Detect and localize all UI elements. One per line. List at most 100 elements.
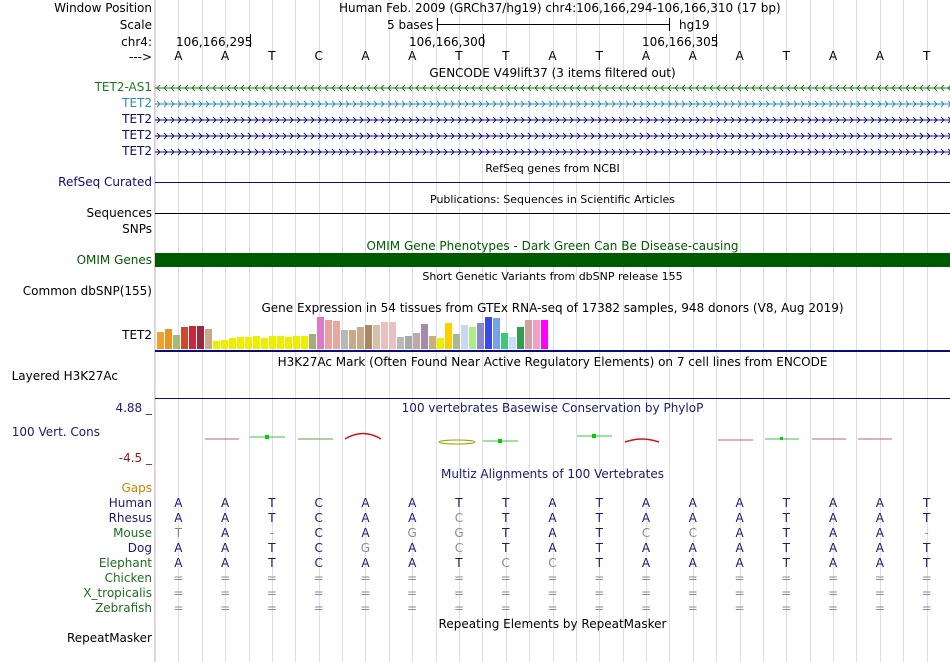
- gtex-tissue-bar[interactable]: [229, 338, 236, 349]
- scale-bar-text: 5 bases: [387, 18, 434, 32]
- gene-model-tet2[interactable]: [155, 132, 950, 140]
- alignment-base: =: [173, 601, 184, 615]
- base-guide-line: [295, 0, 297, 662]
- gtex-tissue-bar[interactable]: [261, 338, 268, 349]
- repeatmasker-label[interactable]: RepeatMasker: [66, 631, 152, 645]
- omim-gene-bar[interactable]: [155, 253, 950, 267]
- gtex-tissue-bar[interactable]: [181, 327, 188, 349]
- species-label[interactable]: X_tropicalis: [83, 586, 152, 600]
- gtex-tissue-bar[interactable]: [357, 327, 364, 349]
- gtex-tissue-bar[interactable]: [317, 317, 324, 349]
- alignment-base: A: [221, 511, 230, 525]
- alignment-base: =: [313, 586, 324, 600]
- gtex-tissue-bar[interactable]: [269, 336, 276, 349]
- gtex-tissue-bar[interactable]: [485, 317, 492, 349]
- gtex-expression-bars[interactable]: [155, 317, 950, 349]
- track-label-tet2[interactable]: TET2: [122, 144, 152, 158]
- gencode-track[interactable]: [155, 80, 950, 160]
- species-label[interactable]: Dog: [127, 541, 152, 555]
- alignment-base: =: [547, 601, 558, 615]
- gene-model-tet2[interactable]: [155, 148, 950, 156]
- common-dbsnp-label[interactable]: Common dbSNP(155): [22, 284, 152, 298]
- gtex-tissue-bar[interactable]: [165, 329, 172, 349]
- gtex-tissue-bar[interactable]: [493, 318, 500, 349]
- alignment-base: A: [688, 496, 697, 510]
- species-label[interactable]: Chicken: [104, 571, 152, 585]
- gtex-tissue-bar[interactable]: [245, 337, 252, 349]
- species-label[interactable]: Human: [108, 496, 152, 510]
- gtex-tissue-bar[interactable]: [341, 330, 348, 349]
- gtex-tissue-bar[interactable]: [525, 320, 532, 349]
- gtex-tissue-bar[interactable]: [501, 333, 508, 349]
- gtex-tissue-bar[interactable]: [173, 335, 180, 349]
- gtex-tissue-bar[interactable]: [397, 337, 404, 349]
- gtex-tissue-bar[interactable]: [349, 330, 356, 349]
- gtex-tissue-bar[interactable]: [213, 341, 220, 349]
- phylop-label[interactable]: 100 Vert. Cons: [11, 425, 100, 439]
- alignment-base: =: [687, 601, 698, 615]
- alignment-base: C: [641, 526, 651, 540]
- alignment-base: C: [314, 526, 323, 540]
- gtex-tissue-bar[interactable]: [517, 327, 524, 349]
- alignment-base: A: [361, 526, 370, 540]
- gtex-tissue-bar[interactable]: [541, 320, 548, 349]
- gene-model-tet2-as1[interactable]: [155, 84, 950, 92]
- gtex-tissue-bar[interactable]: [205, 329, 212, 349]
- gtex-tissue-bar[interactable]: [477, 323, 484, 349]
- species-label[interactable]: Zebrafish: [95, 601, 152, 615]
- gtex-tissue-bar[interactable]: [365, 325, 372, 349]
- gtex-tissue-bar[interactable]: [445, 323, 452, 349]
- species-label[interactable]: Rhesus: [108, 511, 152, 525]
- track-label-tet2-as1[interactable]: TET2-AS1: [94, 80, 152, 94]
- gtex-gene-label[interactable]: TET2: [122, 328, 152, 342]
- gtex-tissue-bar[interactable]: [285, 337, 292, 349]
- gtex-tissue-bar[interactable]: [533, 320, 540, 349]
- track-image[interactable]: Human Feb. 2009 (GRCh37/hg19) chr4:106,1…: [155, 0, 950, 662]
- gtex-tissue-bar[interactable]: [277, 336, 284, 349]
- gtex-tissue-bar[interactable]: [453, 334, 460, 349]
- gtex-tissue-bar[interactable]: [333, 321, 340, 349]
- alignment-base: A: [828, 496, 838, 510]
- gtex-tissue-bar[interactable]: [237, 337, 244, 349]
- sequences-label[interactable]: Sequences: [86, 206, 152, 220]
- gtex-tissue-bar[interactable]: [253, 336, 260, 349]
- refseq-curated-label[interactable]: RefSeq Curated: [58, 175, 152, 189]
- snps-label[interactable]: SNPs: [122, 222, 152, 236]
- omim-genes-label[interactable]: OMIM Genes: [76, 253, 152, 267]
- alignment-base: =: [687, 586, 698, 600]
- gtex-tissue-bar[interactable]: [197, 326, 204, 349]
- gtex-tissue-bar[interactable]: [381, 322, 388, 349]
- gtex-tissue-bar[interactable]: [413, 333, 420, 349]
- gtex-tissue-bar[interactable]: [437, 338, 444, 349]
- track-label-tet2[interactable]: TET2: [122, 96, 152, 110]
- gtex-tissue-bar[interactable]: [405, 336, 412, 349]
- track-label-tet2[interactable]: TET2: [122, 112, 152, 126]
- gene-model-tet2[interactable]: [155, 116, 950, 124]
- base-guide-line: [646, 0, 648, 662]
- phylop-marks: [205, 432, 892, 445]
- gtex-tissue-bar[interactable]: [421, 324, 428, 349]
- gtex-tissue-bar[interactable]: [189, 326, 196, 349]
- alignment-base: =: [266, 601, 277, 615]
- gtex-tissue-bar[interactable]: [509, 337, 516, 349]
- gtex-tissue-bar[interactable]: [373, 325, 380, 349]
- gtex-tissue-bar[interactable]: [461, 325, 468, 349]
- gtex-tissue-bar[interactable]: [157, 332, 164, 349]
- gene-model-tet2[interactable]: [155, 100, 950, 108]
- gtex-tissue-bar[interactable]: [221, 340, 228, 349]
- gtex-tissue-bar[interactable]: [389, 322, 396, 349]
- gtex-tissue-bar[interactable]: [301, 336, 308, 349]
- gtex-tissue-bar[interactable]: [429, 336, 436, 349]
- species-label[interactable]: Mouse: [113, 526, 152, 540]
- gtex-tissue-bar[interactable]: [469, 327, 476, 349]
- gtex-tissue-bar[interactable]: [293, 336, 300, 349]
- gtex-baseline: [155, 350, 950, 352]
- layered-h3k27ac-label[interactable]: Layered H3K27Ac: [11, 369, 118, 383]
- omim-track-title: OMIM Gene Phenotypes - Dark Green Can Be…: [366, 239, 739, 253]
- base-letter: A: [688, 49, 697, 63]
- phylop-plot[interactable]: [155, 418, 950, 462]
- gtex-tissue-bar[interactable]: [309, 334, 316, 349]
- gtex-tissue-bar[interactable]: [325, 320, 332, 349]
- track-label-tet2[interactable]: TET2: [122, 128, 152, 142]
- species-label[interactable]: Elephant: [98, 556, 152, 570]
